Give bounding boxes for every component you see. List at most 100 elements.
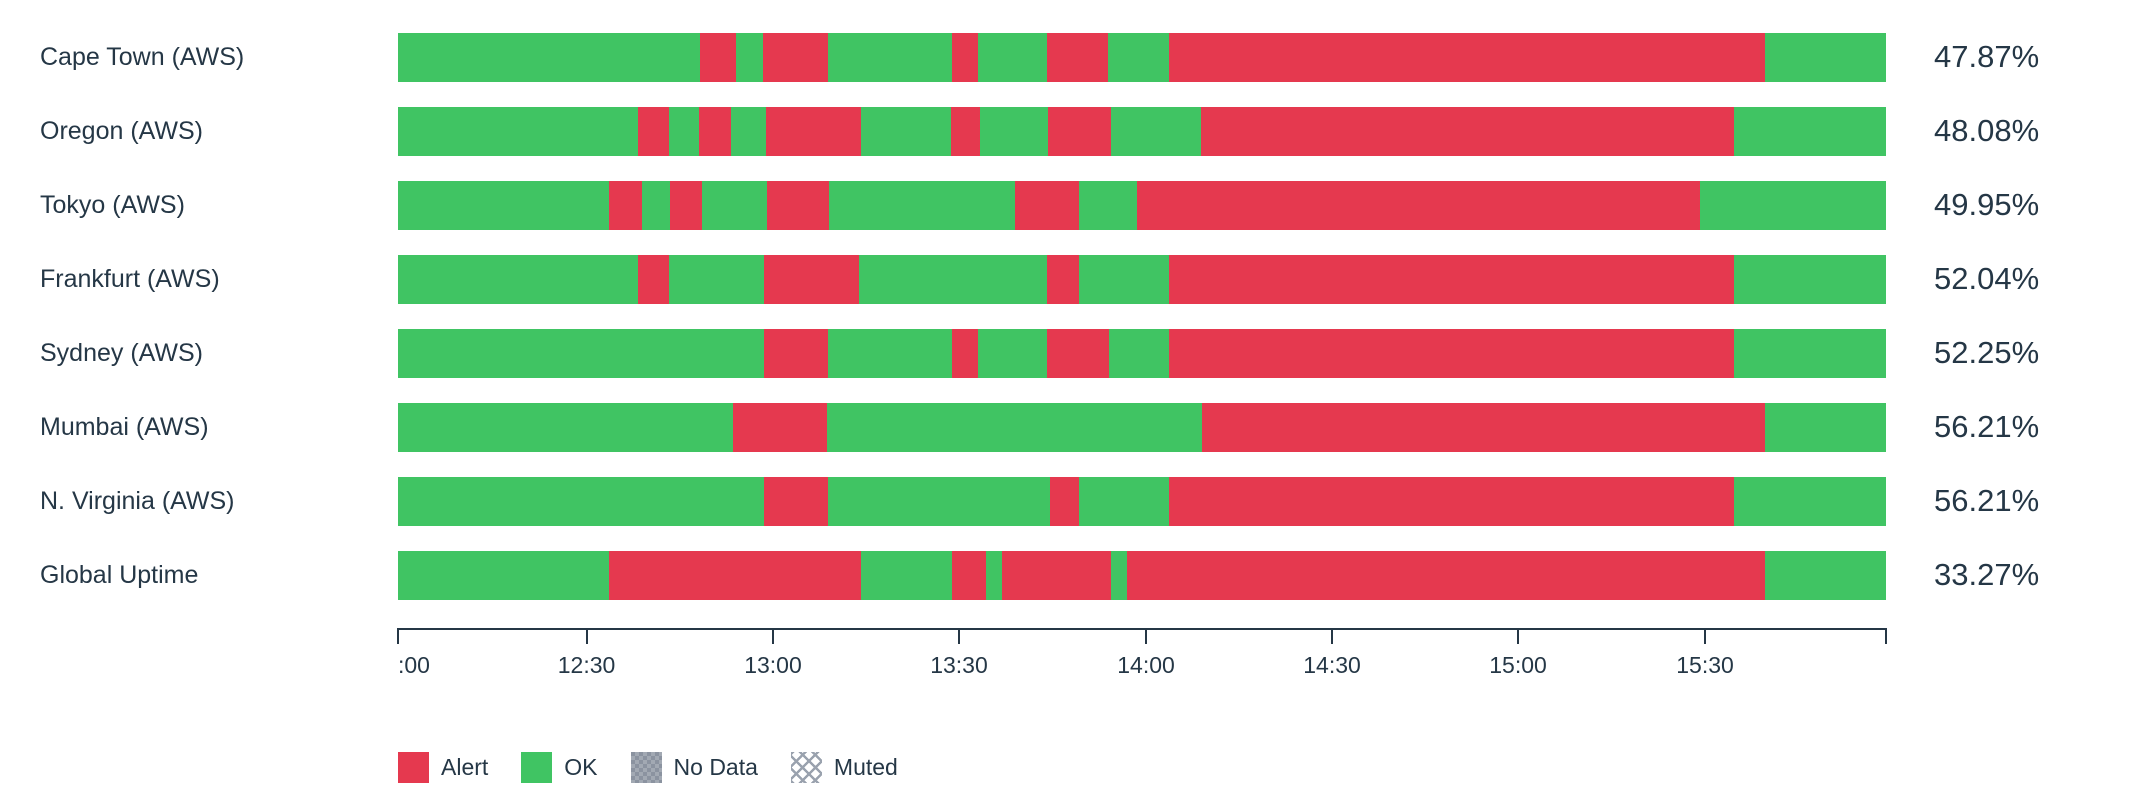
status-segment-alert[interactable] — [951, 32, 979, 82]
status-segment-ok[interactable] — [828, 328, 952, 378]
axis-tick — [1331, 628, 1334, 644]
status-segment-alert[interactable] — [951, 106, 980, 156]
status-segment-ok[interactable] — [1765, 550, 1886, 600]
status-segment-alert[interactable] — [951, 328, 979, 378]
status-bar[interactable] — [398, 328, 1886, 378]
status-bar[interactable] — [398, 550, 1886, 600]
status-segment-ok[interactable] — [398, 254, 638, 304]
status-segment-alert[interactable] — [1201, 402, 1766, 452]
status-segment-ok[interactable] — [860, 550, 952, 600]
row-label: Oregon (AWS) — [40, 117, 204, 145]
status-segment-alert[interactable] — [700, 32, 736, 82]
status-segment-alert[interactable] — [1168, 254, 1735, 304]
status-segment-alert[interactable] — [1046, 328, 1110, 378]
status-segment-alert[interactable] — [1015, 180, 1080, 230]
legend-item-nodata[interactable]: No Data — [630, 752, 758, 783]
status-segment-ok[interactable] — [828, 476, 1050, 526]
axis-tick — [957, 628, 960, 644]
status-segment-alert[interactable] — [1127, 550, 1766, 600]
status-segment-alert[interactable] — [766, 180, 830, 230]
status-segment-ok[interactable] — [398, 180, 610, 230]
status-segment-ok[interactable] — [1110, 550, 1128, 600]
status-segment-ok[interactable] — [398, 32, 701, 82]
status-segment-alert[interactable] — [698, 106, 732, 156]
status-segment-ok[interactable] — [1734, 106, 1886, 156]
status-segment-ok[interactable] — [978, 328, 1047, 378]
status-segment-ok[interactable] — [828, 32, 952, 82]
status-segment-alert[interactable] — [637, 254, 669, 304]
status-bar[interactable] — [398, 106, 1886, 156]
axis-tick-label: 15:00 — [1489, 652, 1547, 678]
status-segment-alert[interactable] — [1201, 106, 1735, 156]
status-segment-ok[interactable] — [1765, 402, 1886, 452]
status-segment-ok[interactable] — [398, 106, 638, 156]
status-segment-ok[interactable] — [829, 180, 1016, 230]
status-segment-ok[interactable] — [1079, 476, 1169, 526]
legend-item-alert[interactable]: Alert — [398, 752, 488, 783]
status-segment-alert[interactable] — [764, 476, 829, 526]
legend-label: Alert — [441, 754, 489, 780]
status-segment-ok[interactable] — [1699, 180, 1886, 230]
status-segment-alert[interactable] — [1046, 254, 1080, 304]
axis-tick — [771, 628, 774, 644]
status-segment-ok[interactable] — [1109, 328, 1169, 378]
uptime-value: 49.95% — [1934, 187, 2040, 222]
status-segment-alert[interactable] — [609, 550, 861, 600]
axis-tick — [1704, 628, 1707, 644]
status-row: Tokyo (AWS) 49.95% — [0, 168, 2134, 242]
status-segment-ok[interactable] — [668, 254, 765, 304]
status-segment-alert[interactable] — [762, 32, 829, 82]
status-segment-ok[interactable] — [860, 106, 952, 156]
axis-tick — [585, 628, 588, 644]
status-segment-alert[interactable] — [1002, 550, 1111, 600]
status-segment-ok[interactable] — [668, 106, 699, 156]
status-segment-ok[interactable] — [398, 550, 610, 600]
status-segment-ok[interactable] — [398, 402, 733, 452]
status-segment-alert[interactable] — [1049, 476, 1080, 526]
status-segment-ok[interactable] — [979, 106, 1049, 156]
status-bar[interactable] — [398, 180, 1886, 230]
status-segment-ok[interactable] — [1734, 328, 1886, 378]
legend-item-muted[interactable]: Muted — [790, 752, 898, 783]
legend-item-ok[interactable]: OK — [521, 752, 598, 783]
status-segment-ok[interactable] — [701, 180, 767, 230]
status-segment-alert[interactable] — [732, 402, 827, 452]
status-bar[interactable] — [398, 402, 1886, 452]
status-segment-ok[interactable] — [1079, 254, 1169, 304]
status-bar[interactable] — [398, 32, 1886, 82]
status-segment-alert[interactable] — [1137, 180, 1700, 230]
status-segment-ok[interactable] — [985, 550, 1003, 600]
status-row: Oregon (AWS) 48.08% — [0, 94, 2134, 168]
status-segment-alert[interactable] — [1168, 32, 1766, 82]
status-segment-alert[interactable] — [637, 106, 669, 156]
time-axis: :00 12:30 13:00 13:30 14:00 14:30 15:00 15:30 — [397, 628, 1887, 692]
status-segment-ok[interactable] — [978, 32, 1047, 82]
status-segment-ok[interactable] — [1110, 106, 1202, 156]
status-segment-alert[interactable] — [609, 180, 643, 230]
status-segment-ok[interactable] — [731, 106, 766, 156]
status-segment-ok[interactable] — [859, 254, 1047, 304]
status-segment-ok[interactable] — [735, 32, 763, 82]
status-segment-ok[interactable] — [1734, 254, 1886, 304]
status-segment-alert[interactable] — [1168, 476, 1735, 526]
status-segment-alert[interactable] — [764, 254, 860, 304]
status-bar[interactable] — [398, 476, 1886, 526]
status-segment-alert[interactable] — [765, 106, 861, 156]
status-segment-alert[interactable] — [1168, 328, 1735, 378]
status-segment-alert[interactable] — [1048, 106, 1111, 156]
status-segment-ok[interactable] — [1079, 180, 1138, 230]
status-segment-ok[interactable] — [398, 476, 765, 526]
status-segment-ok[interactable] — [642, 180, 671, 230]
status-segment-alert[interactable] — [670, 180, 702, 230]
status-segment-alert[interactable] — [1046, 32, 1108, 82]
status-bar[interactable] — [398, 254, 1886, 304]
status-segment-alert[interactable] — [764, 328, 829, 378]
axis-tick — [1517, 628, 1520, 644]
status-segment-ok[interactable] — [398, 328, 765, 378]
status-segment-ok[interactable] — [1107, 32, 1169, 82]
status-segment-ok[interactable] — [1765, 32, 1886, 82]
status-segment-alert[interactable] — [951, 550, 986, 600]
uptime-value: 48.08% — [1934, 113, 2040, 148]
status-segment-ok[interactable] — [826, 402, 1202, 452]
status-segment-ok[interactable] — [1734, 476, 1886, 526]
